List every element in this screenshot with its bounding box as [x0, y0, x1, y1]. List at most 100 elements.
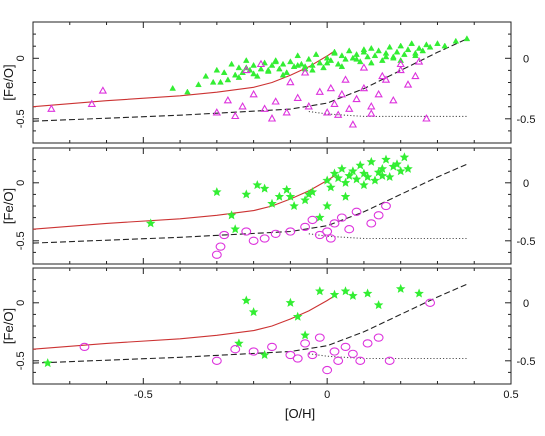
data-point-green-triangle	[412, 49, 419, 56]
data-point-magenta-circle	[347, 349, 358, 358]
data-point-green-triangle	[441, 42, 449, 49]
data-point-magenta-triangle	[242, 65, 251, 74]
data-point-green-triangle	[224, 76, 232, 83]
data-point-magenta-triangle	[381, 75, 391, 83]
data-point-magenta-circle	[285, 227, 296, 236]
data-point-green-star	[329, 168, 340, 178]
data-point-green-star	[241, 295, 252, 305]
data-point-magenta-circle	[215, 242, 226, 251]
data-point-green-triangle	[367, 44, 375, 51]
data-point-green-triangle	[419, 47, 427, 54]
data-point-magenta-circle	[344, 225, 355, 234]
data-point-green-star	[300, 330, 310, 340]
data-point-green-triangle	[202, 72, 210, 79]
data-point-magenta-triangle	[326, 83, 336, 92]
data-point-green-star	[370, 175, 380, 185]
data-point-green-star	[259, 350, 270, 360]
data-point-green-triangle	[309, 66, 316, 73]
data-point-green-triangle	[272, 58, 280, 65]
y-tick-label-right: 0	[523, 53, 529, 65]
data-point-green-triangle	[268, 61, 276, 68]
data-point-magenta-triangle	[249, 89, 258, 98]
panel-bottom: 0 0 -0.5 -0.5 [Fe/O] -0.5 0 0.5	[1, 267, 535, 401]
data-point-green-star	[414, 288, 424, 298]
data-point-magenta-circle	[270, 229, 281, 238]
data-point-green-star	[403, 163, 413, 173]
data-point-magenta-circle	[322, 227, 333, 236]
data-point-green-triangle	[367, 59, 375, 66]
data-point-green-star	[322, 201, 332, 211]
data-point-magenta-circle	[333, 356, 344, 365]
data-point-green-star	[300, 195, 310, 205]
data-point-green-star	[281, 184, 292, 194]
data-point-green-triangle	[386, 43, 393, 50]
data-point-magenta-circle	[300, 339, 311, 348]
data-point-green-triangle	[184, 88, 191, 95]
data-point-green-triangle	[320, 64, 327, 71]
data-point-magenta-circle	[79, 342, 90, 352]
data-point-green-star	[384, 172, 395, 182]
data-point-magenta-circle	[425, 298, 436, 307]
data-point-magenta-triangle	[231, 111, 240, 120]
data-point-magenta-triangle	[286, 77, 295, 86]
data-point-green-triangle	[217, 78, 224, 85]
data-point-green-star	[399, 152, 410, 162]
data-point-magenta-triangle	[300, 68, 310, 76]
data-point-green-triangle	[279, 71, 287, 78]
data-point-green-star	[285, 191, 296, 201]
data-point-green-star	[315, 212, 325, 222]
y-axis-label: [Fe/O]	[1, 188, 16, 224]
y-axis-label: [Fe/O]	[1, 64, 16, 100]
data-point-magenta-triangle	[212, 108, 222, 116]
data-point-green-triangle	[353, 50, 360, 57]
data-point-magenta-circle	[322, 365, 333, 375]
y-tick-label-left: 0	[15, 55, 27, 61]
data-point-green-triangle	[390, 54, 397, 61]
data-point-green-star	[259, 183, 270, 193]
data-point-green-triangle	[298, 60, 305, 67]
data-point-magenta-triangle	[260, 104, 269, 112]
data-point-magenta-triangle	[47, 104, 56, 112]
data-point-magenta-circle	[355, 356, 366, 365]
data-point-magenta-triangle	[98, 86, 108, 94]
data-point-magenta-circle	[340, 342, 351, 352]
data-point-magenta-circle	[366, 219, 377, 228]
data-point-green-triangle	[353, 55, 360, 62]
data-point-green-triangle	[264, 66, 272, 73]
data-point-green-star	[267, 198, 277, 208]
y-tick-label-left: 0	[15, 300, 27, 306]
data-point-green-star	[322, 175, 332, 185]
data-point-magenta-triangle	[282, 108, 291, 116]
data-point-green-triangle	[408, 40, 416, 46]
data-point-magenta-triangle	[345, 104, 354, 112]
data-point-green-star	[381, 154, 391, 164]
y-tick-label-left: -0.5	[15, 109, 27, 128]
data-point-green-star	[226, 210, 237, 220]
data-point-magenta-circle	[325, 234, 336, 243]
data-point-green-triangle	[213, 66, 221, 73]
data-point-magenta-circle	[373, 211, 384, 220]
data-point-magenta-circle	[211, 356, 222, 365]
model-curve-dashed	[32, 283, 468, 364]
y-tick-label-right: -0.5	[517, 114, 536, 126]
data-point-magenta-triangle	[396, 59, 405, 68]
data-point-green-triangle	[316, 59, 324, 66]
data-point-green-star	[340, 177, 351, 187]
data-point-magenta-circle	[300, 222, 311, 232]
y-tick-label-left: -0.5	[15, 231, 27, 250]
data-point-magenta-circle	[362, 339, 373, 348]
data-point-green-triangle	[228, 60, 235, 67]
data-point-green-star	[348, 290, 358, 300]
y-axis-label: [Fe/O]	[1, 308, 16, 344]
data-point-magenta-triangle	[367, 109, 376, 117]
data-point-green-star	[351, 174, 362, 184]
data-point-green-star	[348, 166, 358, 176]
data-point-magenta-triangle	[256, 59, 266, 68]
data-point-magenta-circle	[219, 230, 230, 240]
data-point-magenta-triangle	[414, 57, 424, 65]
data-point-magenta-triangle	[411, 71, 420, 80]
data-point-green-star	[362, 172, 373, 182]
data-point-green-triangle	[195, 81, 202, 88]
data-point-magenta-circle	[267, 342, 277, 352]
